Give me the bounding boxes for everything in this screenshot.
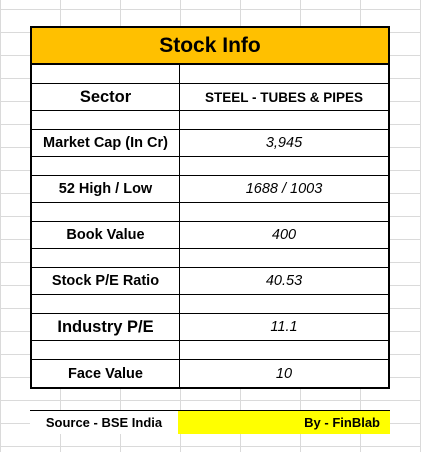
face-value-value: 10 bbox=[275, 365, 293, 382]
row-sector: Sector STEEL - TUBES & PIPES bbox=[32, 84, 388, 111]
stock-pe-label: Stock P/E Ratio bbox=[32, 268, 180, 294]
spacer-row bbox=[32, 65, 388, 84]
spacer-row bbox=[32, 295, 388, 314]
row-52-high-low: 52 High / Low 1688 / 1003 bbox=[32, 176, 388, 203]
high-low-label: 52 High / Low bbox=[32, 176, 180, 202]
spacer-row bbox=[32, 203, 388, 222]
industry-pe-value: 11.1 bbox=[270, 319, 298, 335]
row-book-value: Book Value 400 bbox=[32, 222, 388, 249]
byline-label: By - FinBlab bbox=[178, 411, 390, 434]
market-cap-label: Market Cap (In Cr) bbox=[32, 130, 180, 156]
row-stock-pe: Stock P/E Ratio 40.53 bbox=[32, 268, 388, 295]
spacer-row bbox=[32, 111, 388, 130]
table-title: Stock Info bbox=[32, 28, 388, 65]
stock-pe-value: 40.53 bbox=[265, 273, 303, 289]
market-cap-value: 3,945 bbox=[265, 135, 303, 151]
footer-row: Source - BSE India By - FinBlab bbox=[30, 410, 390, 434]
industry-pe-label: Industry P/E bbox=[32, 314, 180, 340]
spacer-row bbox=[32, 249, 388, 268]
spacer-row bbox=[32, 157, 388, 176]
stock-info-table: Stock Info Sector STEEL - TUBES & PIPES … bbox=[30, 26, 390, 389]
face-value-label: Face Value bbox=[32, 360, 180, 387]
book-value-value: 400 bbox=[271, 227, 297, 243]
high-low-value: 1688 / 1003 bbox=[245, 181, 323, 197]
book-value-label: Book Value bbox=[32, 222, 180, 248]
sector-value: STEEL - TUBES & PIPES bbox=[204, 89, 364, 105]
sector-label: Sector bbox=[32, 84, 180, 110]
row-face-value: Face Value 10 bbox=[32, 360, 388, 387]
source-label: Source - BSE India bbox=[30, 411, 178, 434]
row-market-cap: Market Cap (In Cr) 3,945 bbox=[32, 130, 388, 157]
spacer-row bbox=[32, 341, 388, 360]
row-industry-pe: Industry P/E 11.1 bbox=[32, 314, 388, 341]
